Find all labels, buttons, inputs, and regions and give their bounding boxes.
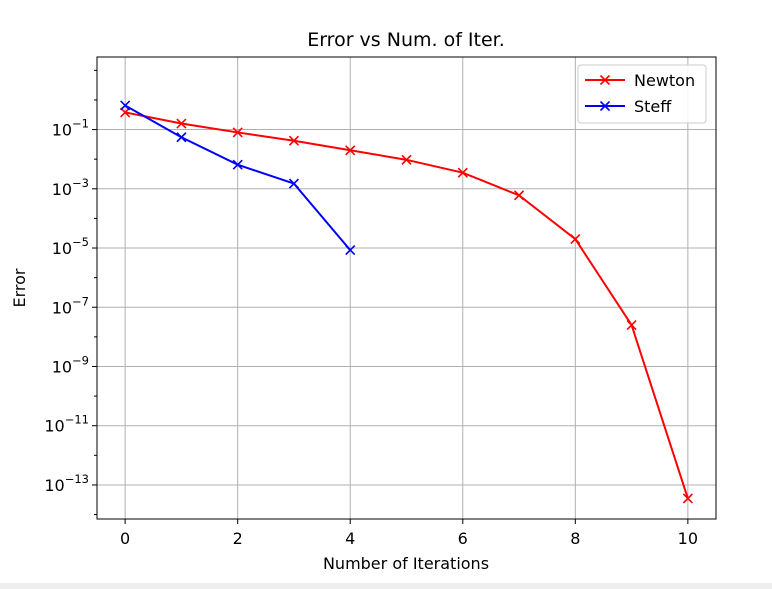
y-tick-label: 10−5 bbox=[52, 235, 89, 258]
data-point-steff bbox=[288, 178, 300, 189]
data-point-newton bbox=[345, 145, 356, 156]
legend: Newton Steff bbox=[577, 64, 707, 124]
legend-entry-steff: Steff bbox=[585, 97, 672, 116]
data-point-newton bbox=[570, 234, 581, 245]
axes: 0 2 4 6 8 10 10−13 10−11 10−9 10−7 10−5 10−3 10−1 bbox=[44, 69, 698, 548]
y-tick-label: 10−9 bbox=[52, 353, 89, 376]
chart-title: Error vs Num. of Iter. bbox=[307, 29, 505, 51]
y-tick-label: 10−13 bbox=[44, 472, 89, 495]
y-tick-label: 10−11 bbox=[44, 413, 89, 436]
data-point-newton bbox=[626, 320, 637, 331]
data-point-newton bbox=[176, 118, 187, 129]
data-point-newton bbox=[401, 154, 412, 165]
y-tick-label: 10−1 bbox=[52, 117, 89, 140]
data-point-steff bbox=[120, 100, 131, 111]
data-point-steff bbox=[176, 132, 187, 143]
footer-strip bbox=[0, 583, 772, 589]
y-tick-label: 10−3 bbox=[52, 176, 89, 199]
plot-frame bbox=[96, 56, 717, 520]
legend-entry-newton: Newton bbox=[585, 71, 695, 90]
data-point-steff bbox=[345, 245, 356, 256]
data-point-newton bbox=[513, 190, 525, 201]
series-layer bbox=[120, 100, 693, 504]
x-axis-label: Number of Iterations bbox=[323, 554, 489, 573]
x-tick-label: 4 bbox=[345, 529, 355, 548]
x-tick-label: 8 bbox=[570, 529, 580, 548]
series-line-newton bbox=[124, 111, 689, 499]
grid-lines bbox=[97, 57, 716, 519]
data-point-newton bbox=[288, 135, 300, 146]
data-point-newton bbox=[232, 127, 243, 138]
legend-label: Steff bbox=[634, 97, 672, 116]
data-point-newton bbox=[457, 167, 468, 178]
x-tick-label: 10 bbox=[678, 529, 698, 548]
y-axis-label: Error bbox=[10, 268, 29, 307]
x-tick-label: 6 bbox=[458, 529, 468, 548]
y-tick-label: 10−7 bbox=[52, 294, 89, 317]
data-point-steff bbox=[232, 159, 243, 170]
x-tick-label: 0 bbox=[120, 529, 130, 548]
data-point-newton bbox=[682, 493, 693, 504]
x-tick-label: 2 bbox=[233, 529, 243, 548]
legend-label: Newton bbox=[634, 71, 695, 90]
